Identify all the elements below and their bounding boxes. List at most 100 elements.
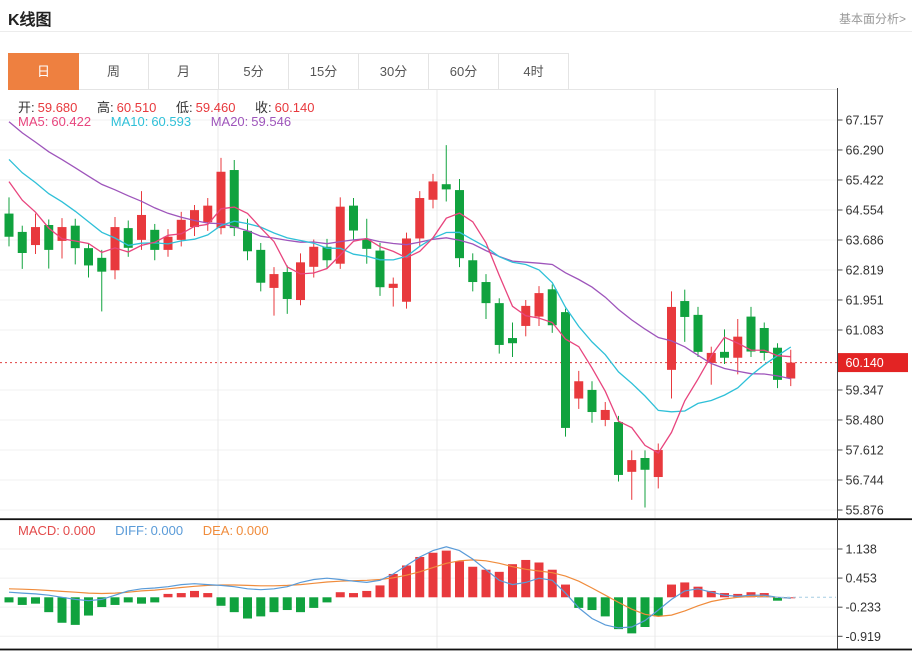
last-price-badge [838, 353, 908, 373]
candle-body [17, 231, 27, 253]
macd-bar [70, 597, 80, 625]
macd-bar [296, 597, 305, 613]
macd-bar [176, 593, 186, 598]
dea-label: DEA: [202, 523, 234, 538]
close-label: 收: [255, 100, 272, 115]
macd-bar [256, 597, 266, 617]
candle-body [508, 338, 517, 344]
candle-body [57, 227, 67, 241]
macd-bar [269, 597, 279, 613]
ma-layer [8, 121, 792, 454]
macd-bar [627, 597, 637, 634]
candle-body [428, 181, 438, 200]
y-axis-label: 58.480 [846, 413, 884, 427]
macd-bar [547, 569, 557, 598]
candle-body [720, 351, 729, 358]
candle-body [282, 272, 292, 299]
candle-body [441, 184, 451, 190]
macd-bar [335, 592, 345, 598]
candle-body [375, 250, 385, 288]
high-value: 60.510 [116, 100, 157, 115]
candle-body [296, 262, 305, 301]
y-axis-label: 61.083 [846, 323, 884, 337]
macd-label: MACD: [18, 523, 60, 538]
macd-bar [282, 597, 292, 611]
candle-body [216, 171, 226, 229]
candle-body [706, 352, 716, 363]
macd-bar [110, 597, 120, 605]
macd-bar [574, 597, 584, 608]
candle-body [322, 246, 332, 261]
tab-week[interactable]: 周 [79, 53, 149, 90]
diff-value: 0.000 [150, 523, 184, 538]
macd-bar [97, 597, 107, 608]
macd-bar [17, 597, 27, 605]
y-axis-label: 55.876 [846, 504, 884, 518]
tab-30min[interactable]: 30分 [359, 53, 429, 90]
macd-bar [428, 552, 438, 598]
candle-body [362, 239, 372, 249]
candle-body [243, 230, 252, 252]
low-label: 低: [176, 100, 193, 115]
candle-body [455, 190, 464, 259]
ma10-value: 60.593 [151, 114, 192, 129]
macd-bar [163, 593, 173, 598]
tab-5min[interactable]: 5分 [219, 53, 289, 90]
high-label: 高: [97, 100, 114, 115]
fundamental-analysis-link[interactable]: 基本面分析> [838, 12, 906, 26]
macd-layer [4, 546, 836, 634]
candle-body [680, 301, 690, 317]
candle-body [600, 409, 610, 420]
candle-body [70, 225, 80, 249]
tab-15min[interactable]: 15分 [289, 53, 359, 90]
macd-legend: MACD: 0.000 DIFF: 0.000 DEA: 0.000 [18, 523, 272, 538]
candle-body [110, 227, 120, 271]
candle-body [693, 314, 703, 352]
ma5-value: 60.422 [51, 114, 92, 129]
bottom-border [0, 648, 912, 651]
candle-body [388, 283, 398, 288]
macd-bar [31, 597, 40, 604]
diff-label: DIFF: [115, 523, 148, 538]
macd-bar [561, 584, 570, 598]
open-label: 开: [18, 100, 35, 115]
macd-bar [190, 590, 199, 598]
candle-body [587, 389, 597, 413]
candle-body [137, 214, 146, 240]
tab-day[interactable]: 日 [8, 53, 79, 90]
macd-bar [600, 597, 610, 617]
macd-bar [587, 597, 597, 611]
page-title: K线图 [8, 12, 52, 29]
candle-body [190, 210, 199, 228]
grid-layer [0, 90, 837, 648]
macd-axis-label: 1.138 [846, 543, 877, 557]
tab-60min[interactable]: 60分 [429, 53, 499, 90]
panel-divider [0, 518, 912, 521]
y-axis-label: 61.951 [846, 293, 884, 307]
y-axis-label: 62.819 [846, 263, 884, 277]
tab-4hour[interactable]: 4时 [499, 53, 569, 90]
candle-body [349, 205, 358, 231]
macd-bar [455, 561, 464, 598]
close-value: 60.140 [274, 100, 315, 115]
macd-bar [362, 590, 372, 598]
candle-body [627, 460, 637, 472]
tab-month[interactable]: 月 [149, 53, 219, 90]
y-axis-label: 67.157 [846, 114, 884, 128]
macd-bar [653, 597, 663, 617]
macd-bar [667, 584, 676, 598]
low-value: 59.460 [195, 100, 236, 115]
candle-body [759, 328, 769, 353]
macd-bar [388, 573, 398, 598]
candle-body [534, 293, 544, 317]
y-axis-label: 57.612 [846, 443, 884, 457]
ma5-line [8, 181, 791, 454]
candle-body [203, 205, 213, 223]
macd-bar [521, 559, 531, 598]
candle-body [97, 257, 107, 272]
macd-bar [123, 597, 133, 603]
last-price-badge-text: 60.140 [846, 356, 884, 370]
candle-body [4, 213, 14, 237]
